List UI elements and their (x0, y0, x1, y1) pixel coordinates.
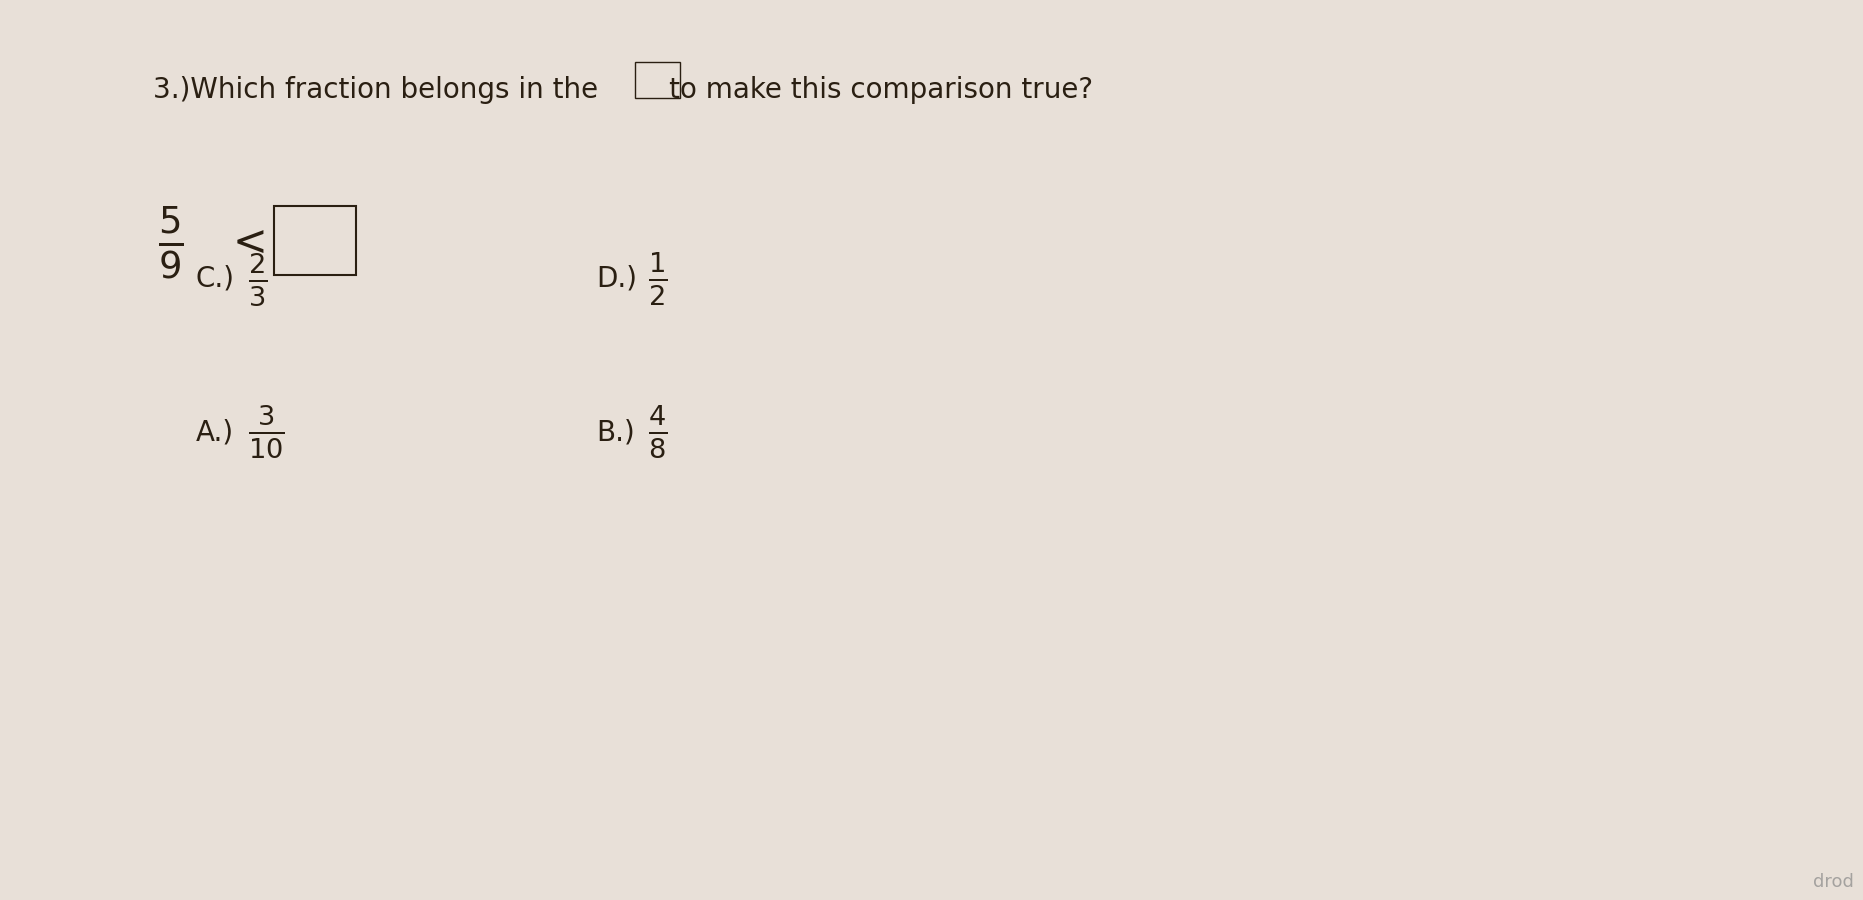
Text: $\frac{2}{3}$: $\frac{2}{3}$ (248, 250, 266, 308)
Text: A.): A.) (196, 418, 233, 446)
Text: $\frac{5}{9}$: $\frac{5}{9}$ (158, 204, 184, 282)
Text: 3.)Which fraction belongs in the        to make this comparison true?: 3.)Which fraction belongs in the to make… (153, 76, 1094, 104)
Text: C.): C.) (196, 265, 235, 293)
Text: $\frac{3}{10}$: $\frac{3}{10}$ (248, 403, 285, 461)
Text: drod: drod (1813, 873, 1854, 891)
Text: $\frac{1}{2}$: $\frac{1}{2}$ (648, 250, 667, 308)
Text: $\frac{4}{8}$: $\frac{4}{8}$ (648, 403, 667, 461)
Text: <: < (233, 222, 268, 264)
Text: D.): D.) (596, 265, 637, 293)
Text: B.): B.) (596, 418, 635, 446)
